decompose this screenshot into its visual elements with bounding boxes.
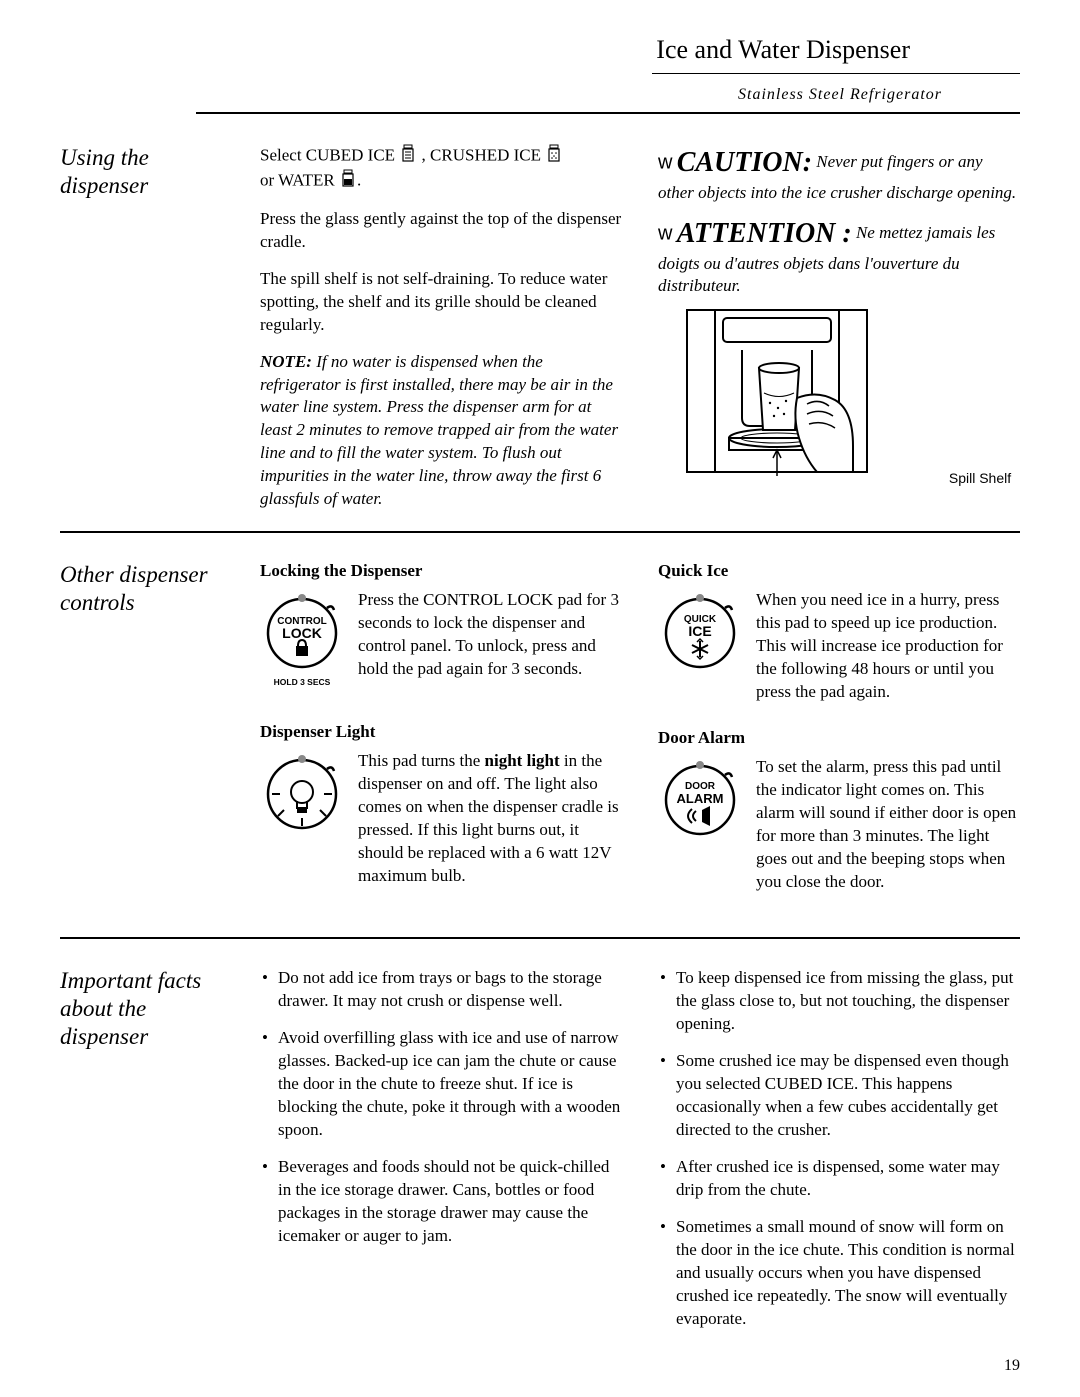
press-glass-para: Press the glass gently against the top o… <box>260 208 622 254</box>
water-icon <box>341 169 355 194</box>
section-label: Other dispenser controls <box>60 561 260 917</box>
spill-shelf-para: The spill shelf is not self-draining. To… <box>260 268 622 337</box>
locking-text: Press the CONTROL LOCK pad for 3 seconds… <box>358 589 622 698</box>
light-bold: night light <box>485 751 560 770</box>
door-alarm-icon: DOOR ALARM <box>658 756 742 894</box>
svg-text:HOLD 3 SECS: HOLD 3 SECS <box>274 677 331 687</box>
control-lock-icon: CONTROL LOCK HOLD 3 SECS <box>260 589 344 698</box>
dispenser-light-icon <box>260 750 344 888</box>
spill-shelf-label: Spill Shelf <box>949 470 1011 486</box>
dispenser-figure: Spill Shelf <box>658 308 1020 488</box>
install-note: NOTE: If no water is dispensed when the … <box>260 351 622 512</box>
light-pre: This pad turns the <box>358 751 485 770</box>
svg-text:ALARM: ALARM <box>677 791 724 806</box>
section-rule-1 <box>60 531 1020 533</box>
section-label: Using the dispenser <box>60 144 260 511</box>
list-item: Do not add ice from trays or bags to the… <box>260 967 622 1013</box>
page-number: 19 <box>1004 1357 1020 1375</box>
product-subtitle: Stainless Steel Refrigerator <box>652 73 1020 104</box>
select-post: or WATER <box>260 170 335 189</box>
door-alarm-text: To set the alarm, press this pad until t… <box>756 756 1020 894</box>
door-alarm-head: Door Alarm <box>658 728 1020 748</box>
light-head: Dispenser Light <box>260 722 622 742</box>
page-title: Ice and Water Dispenser <box>60 35 1020 65</box>
quick-ice-head: Quick Ice <box>658 561 1020 581</box>
quick-ice-icon: QUICK ICE <box>658 589 742 704</box>
select-pre: Select CUBED ICE <box>260 145 395 164</box>
cubed-ice-icon <box>401 144 415 169</box>
facts-list-left: Do not add ice from trays or bags to the… <box>260 967 622 1247</box>
note-body: If no water is dispensed when the refrig… <box>260 352 618 509</box>
attention-word: ATTENTION : <box>677 218 852 249</box>
light-text: This pad turns the night light in the di… <box>358 750 622 888</box>
select-line: Select CUBED ICE , CRUSHED ICE or WATER … <box>260 144 622 194</box>
attention-line: w ATTENTION : Ne mettez jamais les doigt… <box>658 215 1020 299</box>
quick-ice-text: When you need ice in a hurry, press this… <box>756 589 1020 704</box>
header-rule <box>196 112 1020 114</box>
facts-list-right: To keep dispensed ice from missing the g… <box>658 967 1020 1330</box>
attention-w: w <box>658 222 672 244</box>
svg-text:LOCK: LOCK <box>282 625 322 641</box>
section-rule-2 <box>60 937 1020 939</box>
svg-text:ICE: ICE <box>688 623 711 639</box>
select-mid: , CRUSHED ICE <box>422 145 541 164</box>
caution-line: w CAUTION: Never put fingers or any othe… <box>658 144 1020 205</box>
list-item: Some crushed ice may be dispensed even t… <box>658 1050 1020 1142</box>
caution-word: CAUTION: <box>677 147 812 178</box>
crushed-ice-icon <box>547 144 561 169</box>
list-item: Avoid overfilling glass with ice and use… <box>260 1027 622 1142</box>
locking-head: Locking the Dispenser <box>260 561 622 581</box>
light-post: in the dispenser on and off. The light a… <box>358 751 619 885</box>
list-item: To keep dispensed ice from missing the g… <box>658 967 1020 1036</box>
section-label: Important facts about the dispenser <box>60 967 260 1344</box>
section-other-controls: Other dispenser controls Locking the Dis… <box>60 561 1020 917</box>
note-label: NOTE: <box>260 352 312 371</box>
list-item: After crushed ice is dispensed, some wat… <box>658 1156 1020 1202</box>
section-important-facts: Important facts about the dispenser Do n… <box>60 967 1020 1344</box>
caution-w: w <box>658 151 672 173</box>
section-using-dispenser: Using the dispenser Select CUBED ICE , C… <box>60 144 1020 511</box>
list-item: Sometimes a small mound of snow will for… <box>658 1216 1020 1331</box>
list-item: Beverages and foods should not be quick-… <box>260 1156 622 1248</box>
